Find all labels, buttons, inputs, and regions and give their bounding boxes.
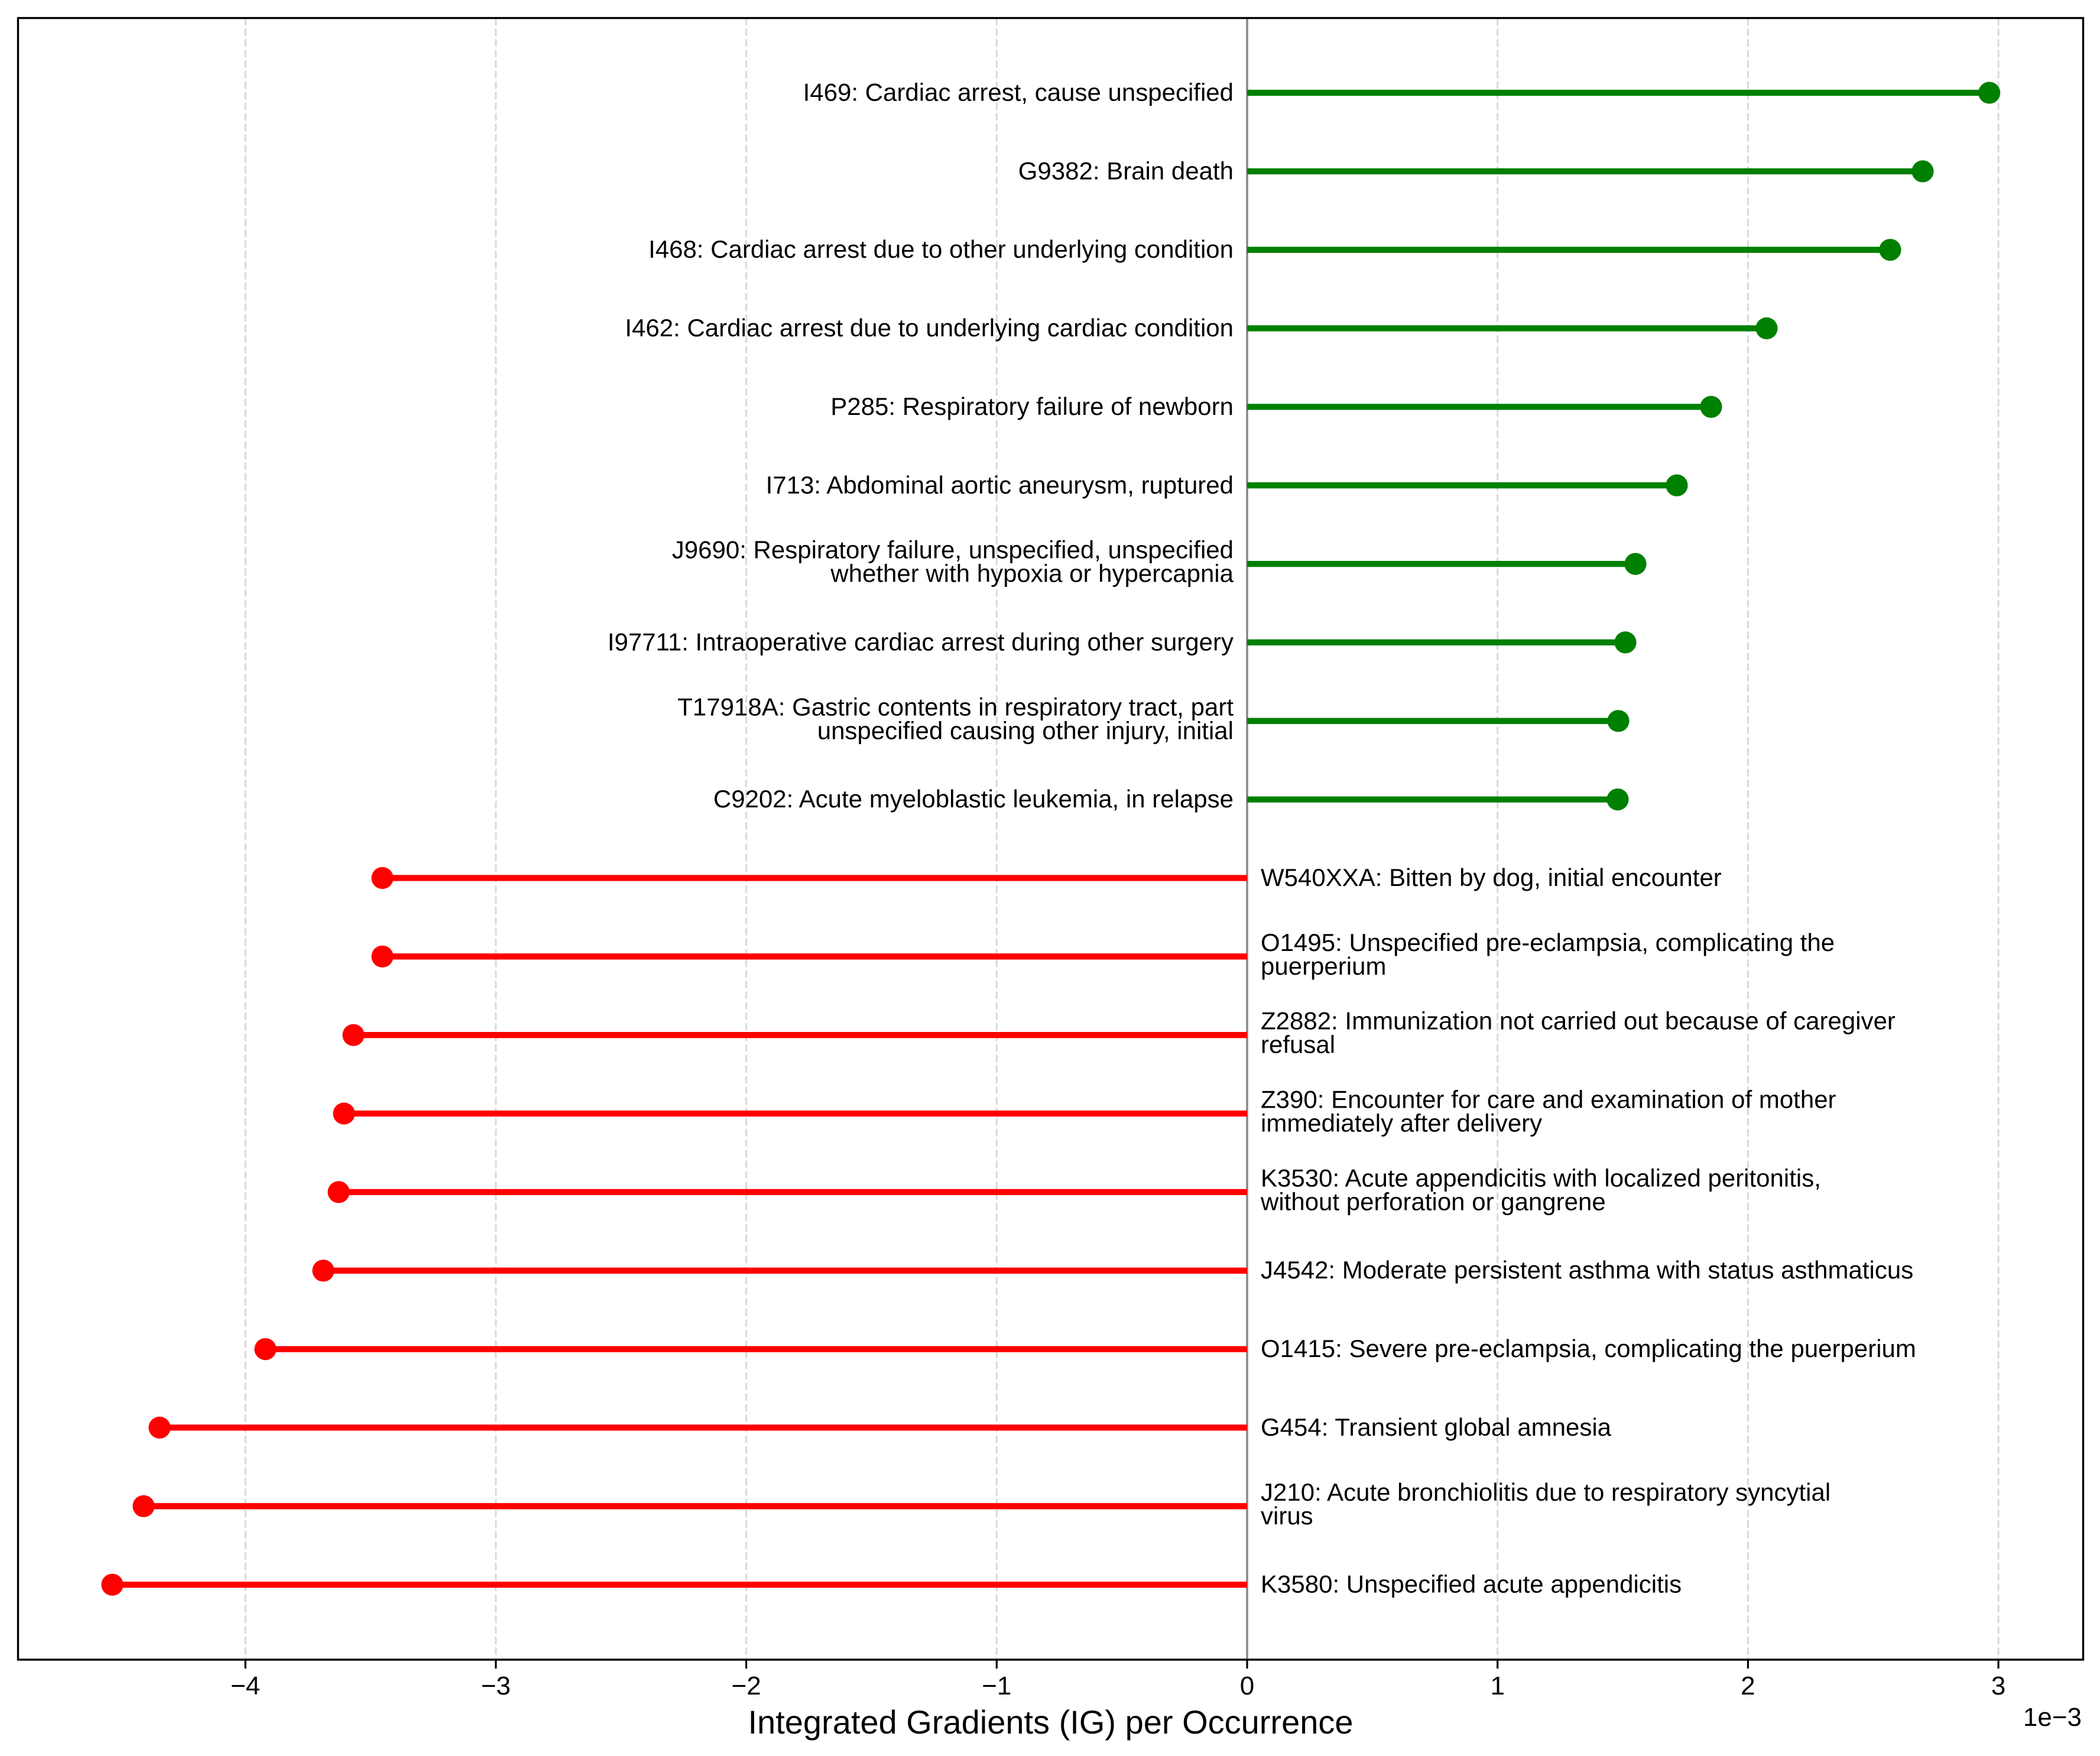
svg-text:1e−3: 1e−3 (2023, 1703, 2082, 1732)
svg-text:T17918A: Gastric contents in r: T17918A: Gastric contents in respiratory… (677, 693, 1234, 744)
svg-text:I469: Cardiac arrest, cause un: I469: Cardiac arrest, cause unspecified (803, 79, 1234, 106)
svg-text:C9202: Acute myeloblastic leuk: C9202: Acute myeloblastic leukemia, in r… (713, 785, 1234, 813)
svg-text:P285: Respiratory failure of n: P285: Respiratory failure of newborn (830, 392, 1234, 420)
svg-text:I462: Cardiac arrest due to un: I462: Cardiac arrest due to underlying c… (625, 314, 1234, 342)
svg-text:O1415: Severe pre-eclampsia, c: O1415: Severe pre-eclampsia, complicatin… (1261, 1335, 1916, 1362)
svg-text:G454: Transient global amnesia: G454: Transient global amnesia (1261, 1413, 1612, 1441)
svg-text:−1: −1 (982, 1671, 1011, 1700)
svg-text:−3: −3 (481, 1671, 511, 1700)
svg-text:K3580: Unspecified acute appen: K3580: Unspecified acute appendicitis (1261, 1570, 1682, 1598)
svg-text:W540XXA: Bitten by dog, initia: W540XXA: Bitten by dog, initial encounte… (1261, 864, 1722, 891)
svg-text:3: 3 (1991, 1671, 2005, 1700)
svg-text:J4542: Moderate persistent ast: J4542: Moderate persistent asthma with s… (1261, 1256, 1913, 1284)
svg-text:I713: Abdominal aortic aneurys: I713: Abdominal aortic aneurysm, rupture… (766, 471, 1234, 499)
svg-text:−4: −4 (231, 1671, 260, 1700)
svg-text:0: 0 (1240, 1671, 1254, 1700)
svg-text:−2: −2 (732, 1671, 761, 1700)
svg-text:Integrated Gradients (IG) per: Integrated Gradients (IG) per Occurrence (748, 1703, 1354, 1741)
svg-text:G9382: Brain death: G9382: Brain death (1018, 157, 1234, 184)
svg-text:I97711: Intraoperative cardiac: I97711: Intraoperative cardiac arrest du… (608, 628, 1234, 655)
svg-text:1: 1 (1490, 1671, 1504, 1700)
svg-text:2: 2 (1741, 1671, 1755, 1700)
svg-text:K3530: Acute appendicitis with: K3530: Acute appendicitis with localized… (1260, 1164, 1821, 1215)
svg-text:I468: Cardiac arrest due to ot: I468: Cardiac arrest due to other underl… (648, 235, 1234, 263)
